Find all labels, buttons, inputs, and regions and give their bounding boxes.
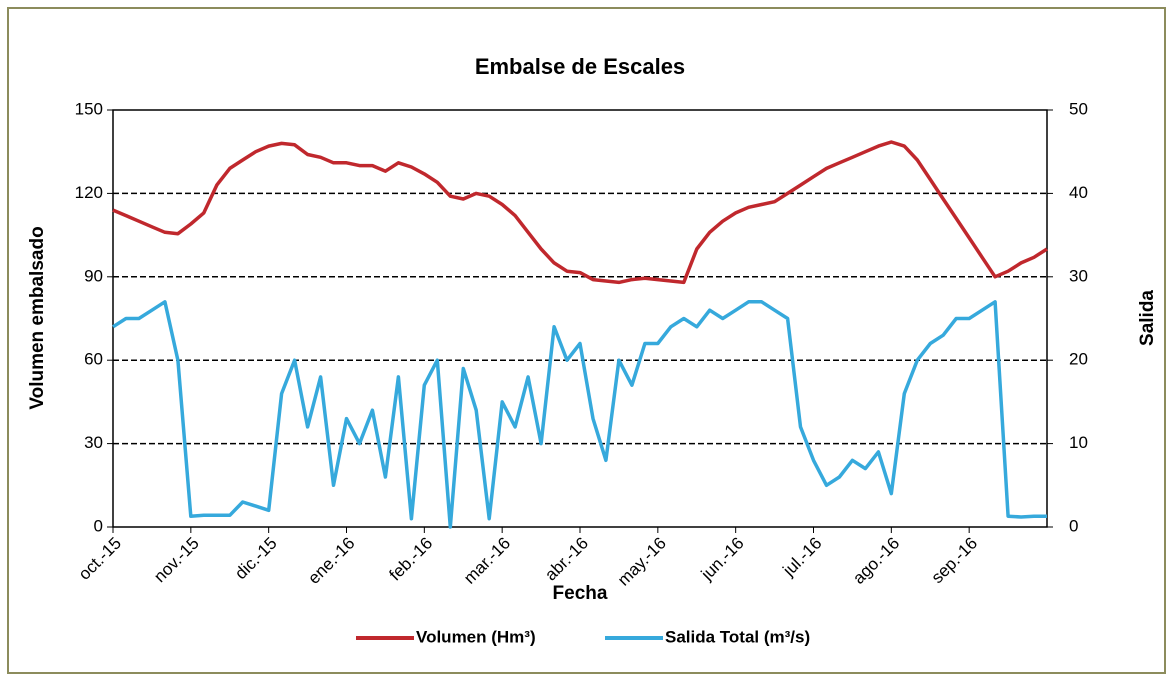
y-tick-label: 0 — [94, 516, 103, 535]
y2-tick-label: 10 — [1069, 433, 1088, 452]
y2-tick-label: 0 — [1069, 516, 1078, 535]
y-tick-label: 30 — [84, 433, 103, 452]
series-line — [112, 140, 1048, 285]
x-axis-label: Fecha — [553, 583, 608, 604]
y-tick-label: 90 — [84, 266, 103, 285]
legend-label: Volumen (Hm³) — [416, 627, 536, 646]
y2-tick-label: 30 — [1069, 266, 1088, 285]
y2-axis-label: Salida — [1137, 290, 1158, 346]
y2-tick-label: 20 — [1069, 350, 1088, 369]
y-tick-label: 120 — [75, 183, 103, 202]
chart-title: Embalse de Escales — [475, 54, 685, 79]
chart-frame — [7, 7, 1166, 674]
y2-tick-label: 50 — [1069, 99, 1088, 118]
legend-label: Salida Total (m³/s) — [665, 627, 810, 646]
y-tick-label: 150 — [75, 99, 103, 118]
series-line — [112, 300, 1047, 529]
y2-tick-label: 40 — [1069, 183, 1088, 202]
y-tick-label: 60 — [84, 350, 103, 369]
y-axis-label: Volumen embalsado — [27, 226, 48, 409]
